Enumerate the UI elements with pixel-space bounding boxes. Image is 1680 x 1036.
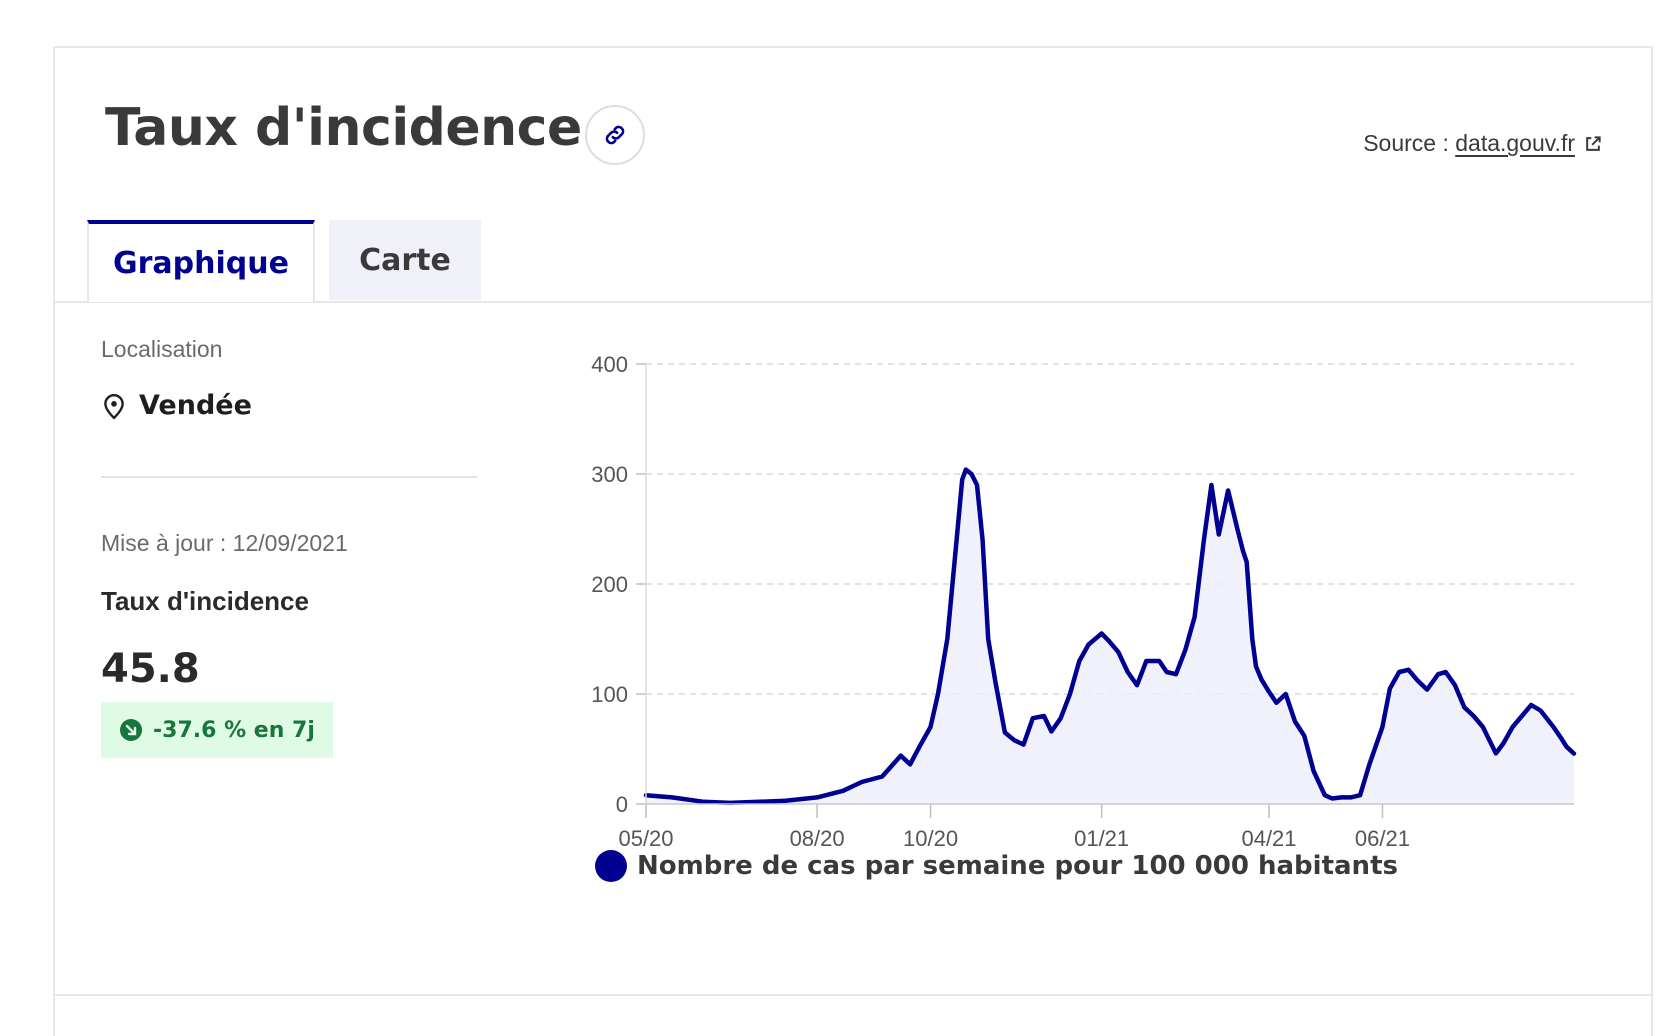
incidence-card: Taux d'incidence Source : data.gouv.fr G… xyxy=(53,46,1653,1036)
tab-carte[interactable]: Carte xyxy=(329,220,481,300)
location-value: Vendée xyxy=(101,390,252,421)
chart-legend: Nombre de cas par semaine pour 100 000 h… xyxy=(595,850,1398,882)
metric-value: 45.8 xyxy=(101,646,200,692)
source-link-text: data.gouv.fr xyxy=(1455,130,1575,156)
source-link[interactable]: data.gouv.fr xyxy=(1455,130,1603,156)
card-bottom-border xyxy=(53,994,1653,996)
location-label: Localisation xyxy=(101,336,222,363)
sidebar-divider xyxy=(101,476,477,478)
update-date: Mise à jour : 12/09/2021 xyxy=(101,530,348,557)
source-line: Source : data.gouv.fr xyxy=(1363,130,1603,157)
legend-label: Nombre de cas par semaine pour 100 000 h… xyxy=(637,851,1398,881)
page-title: Taux d'incidence xyxy=(105,102,582,154)
tab-bar: Graphique Carte xyxy=(87,220,481,302)
legend-swatch xyxy=(595,850,627,882)
link-icon xyxy=(602,122,628,148)
trend-down-icon xyxy=(119,718,143,742)
trend-text: -37.6 % en 7j xyxy=(153,718,315,743)
external-link-icon xyxy=(1583,134,1603,154)
location-text: Vendée xyxy=(139,390,252,421)
metric-name: Taux d'incidence xyxy=(101,586,309,617)
source-label: Source : xyxy=(1363,130,1455,156)
map-pin-icon xyxy=(101,392,127,420)
trend-badge: -37.6 % en 7j xyxy=(101,702,333,758)
tab-graphique[interactable]: Graphique xyxy=(87,220,315,302)
copy-link-button[interactable] xyxy=(585,105,645,165)
